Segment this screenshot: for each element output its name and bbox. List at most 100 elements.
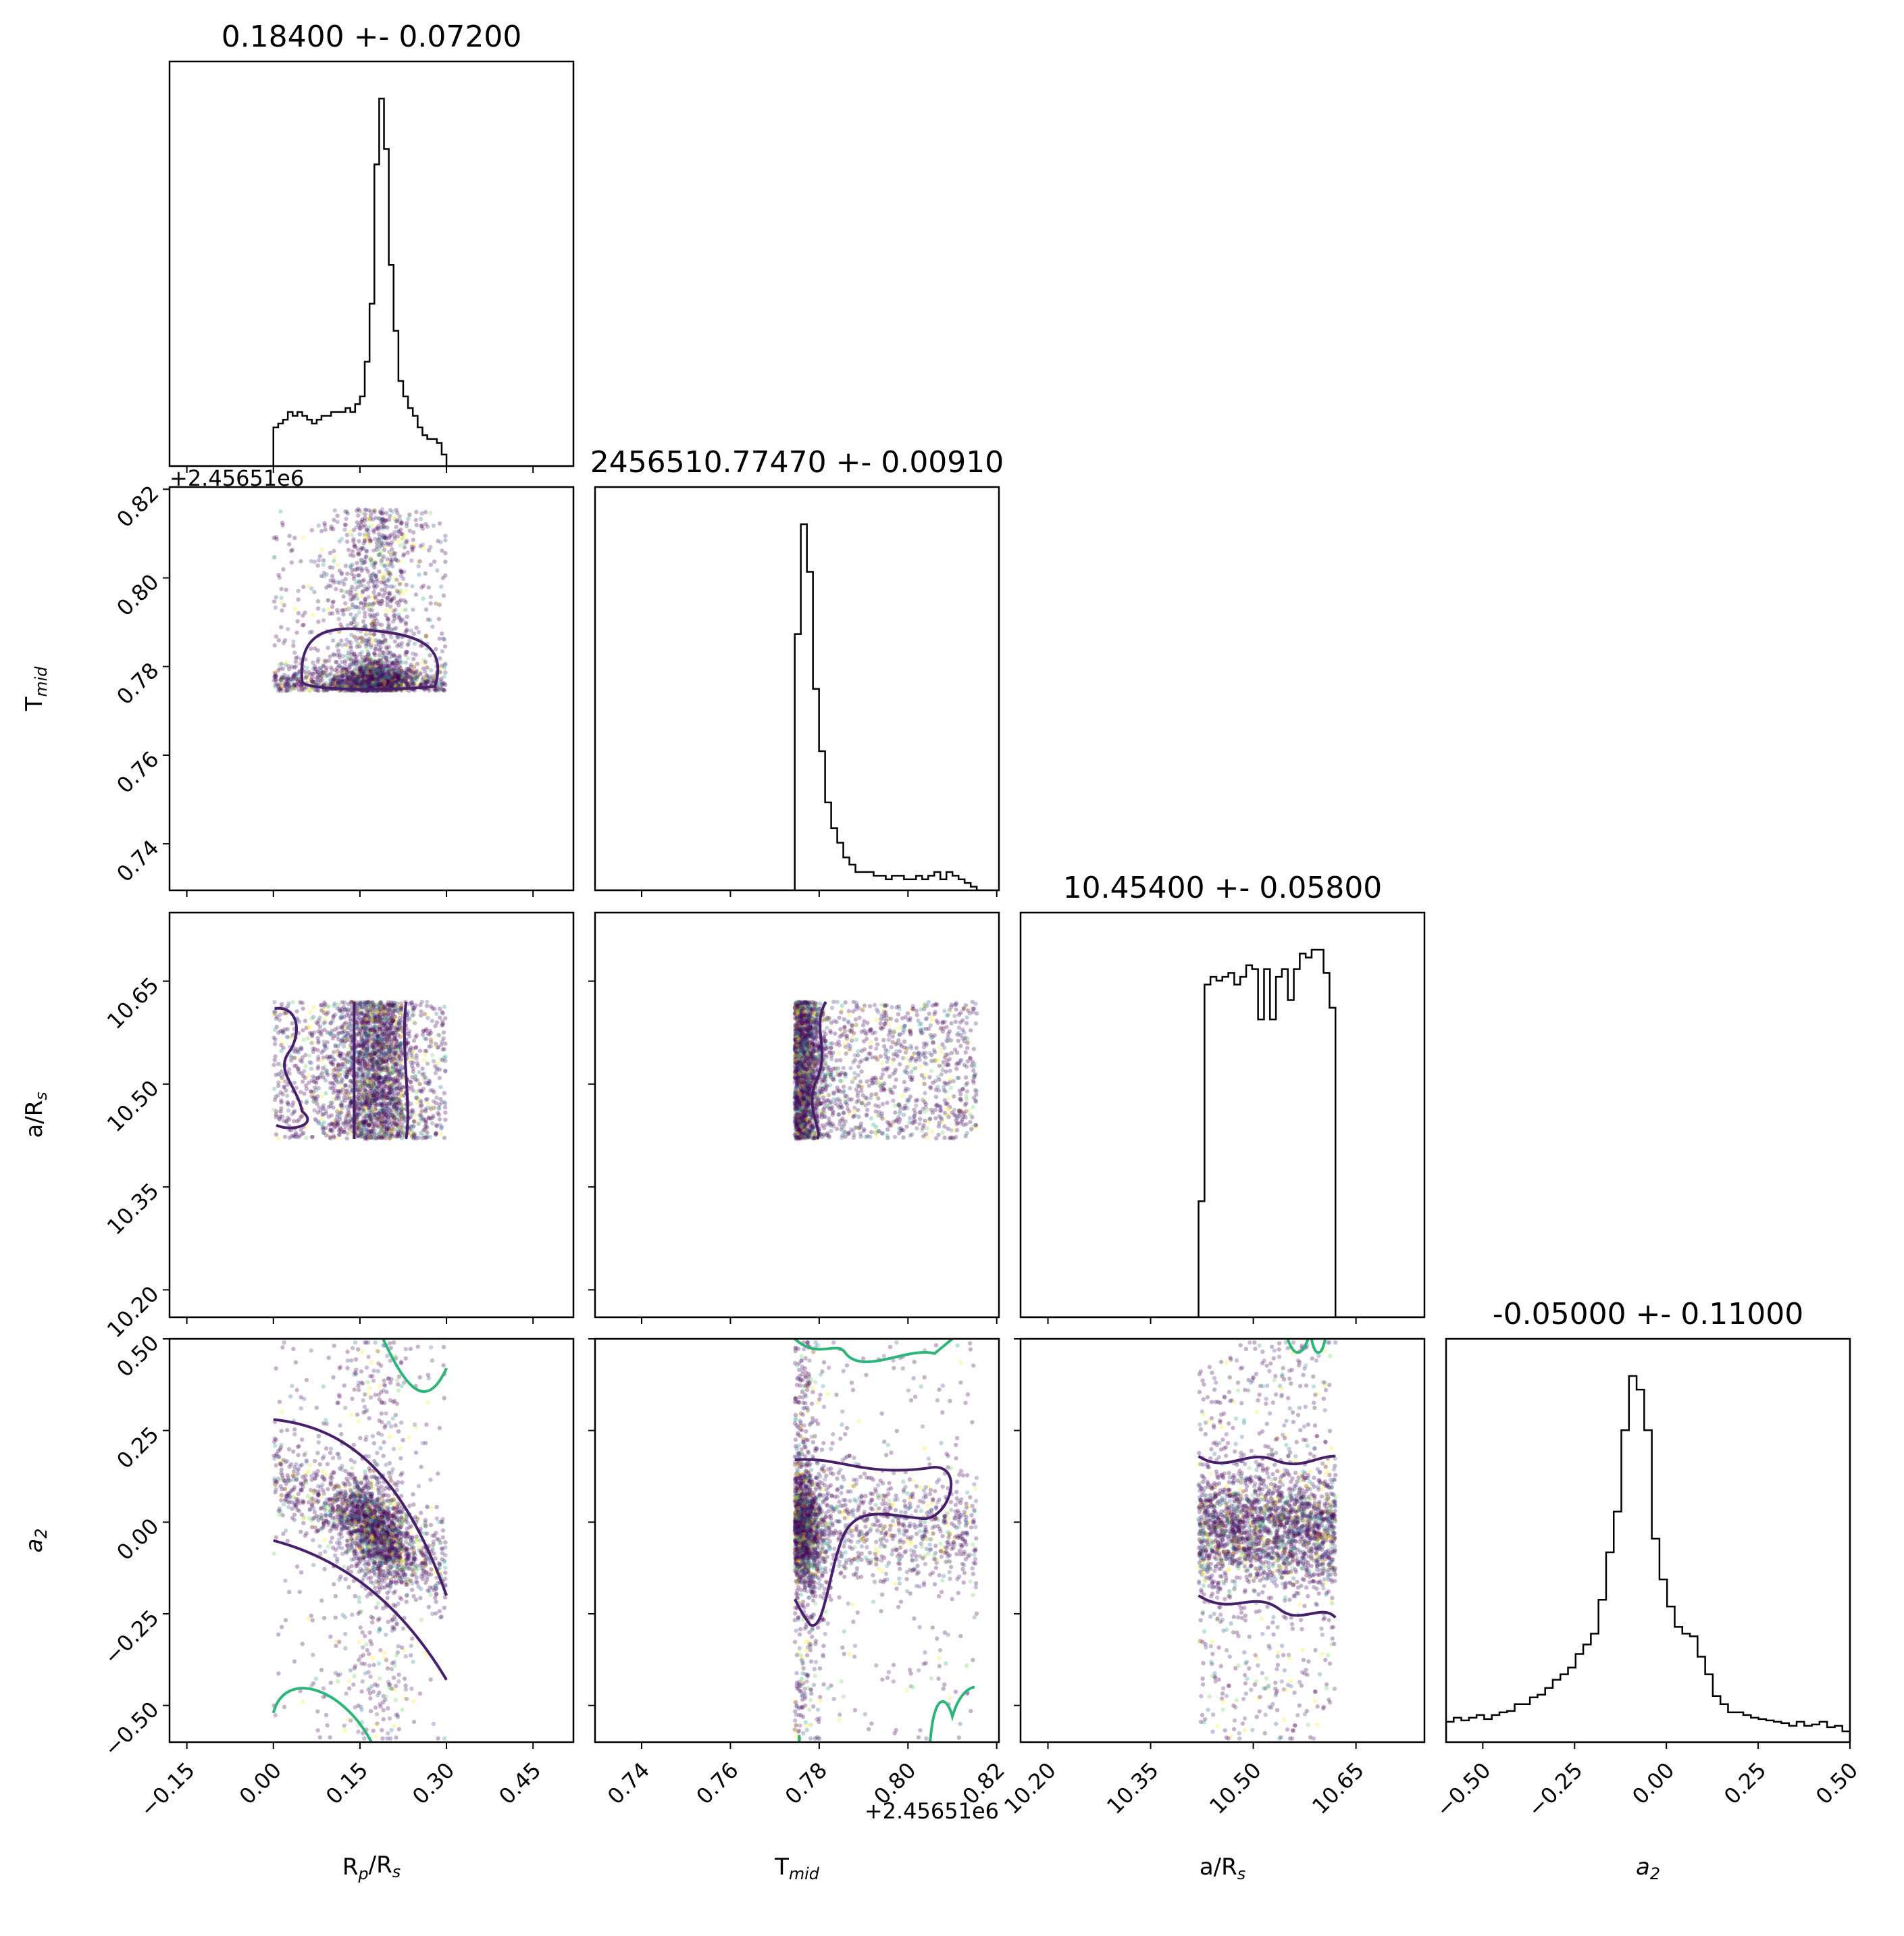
scatter-point <box>375 670 380 676</box>
scatter-point <box>391 675 396 680</box>
scatter-point <box>359 663 364 668</box>
scatter-point <box>399 679 404 684</box>
scatter-point <box>288 677 293 682</box>
scatter-point <box>394 517 400 523</box>
scatter-point <box>369 678 375 683</box>
scatter-point <box>321 1130 326 1136</box>
scatter-point <box>349 612 353 617</box>
scatter-point <box>359 567 365 571</box>
scatter-point <box>345 1095 350 1100</box>
scatter-point <box>279 677 284 682</box>
scatter-point <box>337 1072 342 1077</box>
scatter-point <box>365 676 370 680</box>
scatter-point <box>287 684 292 688</box>
scatter-point <box>321 618 326 623</box>
scatter-point <box>422 1012 428 1017</box>
scatter-point <box>274 1132 279 1137</box>
scatter-point <box>387 664 392 669</box>
scatter-point <box>382 1111 386 1116</box>
scatter-point <box>349 1100 354 1104</box>
scatter-point <box>373 536 378 542</box>
scatter-point <box>387 517 392 522</box>
scatter-point <box>376 667 381 673</box>
scatter-point <box>374 1077 380 1082</box>
scatter-point <box>366 602 371 607</box>
scatter-point <box>364 1100 369 1106</box>
scatter-point <box>386 1074 391 1079</box>
scatter-point <box>411 1012 416 1017</box>
scatter-point <box>374 672 380 678</box>
scatter-point <box>274 537 279 542</box>
scatter-point <box>401 676 405 680</box>
scatter-point <box>388 682 393 686</box>
scatter-point <box>419 1118 424 1123</box>
scatter-point <box>326 1133 331 1138</box>
scatter-point <box>390 1099 396 1104</box>
scatter-point <box>395 644 400 648</box>
scatter-point <box>394 1061 399 1066</box>
scatter-point <box>353 683 358 688</box>
scatter-point <box>382 1115 387 1120</box>
scatter-point <box>349 1098 354 1103</box>
scatter-point <box>372 1027 377 1032</box>
scatter-point <box>372 508 377 513</box>
scatter-point <box>360 673 365 678</box>
scatter-point <box>426 1116 432 1121</box>
scatter-point <box>386 1035 391 1040</box>
scatter-point <box>392 676 397 681</box>
scatter-point <box>382 680 386 684</box>
scatter-point <box>351 671 356 677</box>
scatter-point <box>432 1090 436 1094</box>
scatter-point <box>336 678 341 683</box>
scatter-point <box>364 677 369 682</box>
scatter-point <box>357 1086 363 1092</box>
scatter-point <box>295 1047 300 1052</box>
scatter-point <box>332 1073 338 1078</box>
scatter-point <box>292 1080 297 1086</box>
scatter-point <box>371 1074 376 1079</box>
scatter-point <box>380 670 385 676</box>
scatter-point <box>321 562 326 567</box>
scatter-point <box>346 675 351 680</box>
scatter-point <box>392 1115 397 1121</box>
scatter-point <box>361 561 366 565</box>
scatter-point <box>357 605 361 610</box>
scatter-point <box>355 573 361 578</box>
scatter-point <box>328 584 334 589</box>
scatter-point <box>338 681 343 686</box>
scatter-point <box>372 678 378 683</box>
scatter-point <box>392 627 396 632</box>
scatter-point <box>291 639 296 644</box>
scatter-point <box>310 612 315 617</box>
scatter-point <box>373 671 378 676</box>
scatter-point <box>331 578 336 583</box>
scatter-point <box>298 1090 303 1094</box>
scatter-point <box>367 1015 373 1020</box>
scatter-point <box>326 1104 331 1110</box>
scatter-point <box>313 646 317 651</box>
scatter-point <box>321 1066 326 1071</box>
scatter-point <box>376 598 381 604</box>
scatter-point <box>403 620 408 625</box>
scatter-point <box>430 677 435 682</box>
scatter-point <box>379 601 384 607</box>
scatter-point <box>313 680 318 684</box>
scatter-point <box>400 1085 405 1090</box>
scatter-point <box>357 667 363 672</box>
scatter-point <box>276 1136 281 1141</box>
scatter-point <box>380 1102 384 1108</box>
scatter-point <box>349 1065 354 1071</box>
scatter-point <box>331 527 336 532</box>
scatter-point <box>382 674 388 680</box>
scatter-point <box>405 676 410 681</box>
scatter-point <box>334 1066 338 1071</box>
scatter-point <box>413 674 418 680</box>
scatter-point <box>389 1060 394 1065</box>
scatter-point <box>342 1098 347 1103</box>
scatter-point <box>294 1119 300 1124</box>
scatter-point <box>382 1059 386 1065</box>
scatter-point <box>431 686 436 692</box>
scatter-point <box>398 1023 403 1028</box>
scatter-point <box>364 1013 369 1017</box>
scatter-point <box>358 1084 363 1089</box>
